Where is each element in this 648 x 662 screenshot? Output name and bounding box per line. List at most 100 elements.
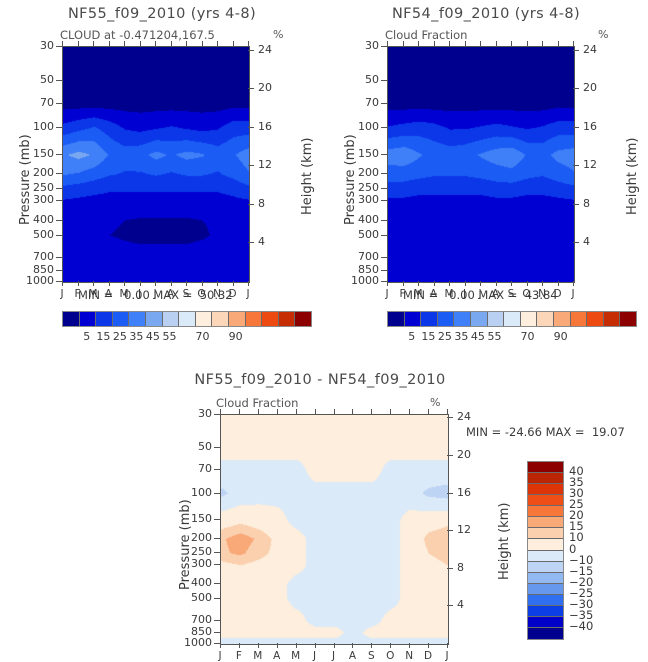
- month-tick-label: F: [74, 288, 81, 300]
- colorbar-swatch: [162, 312, 180, 326]
- pressure-tick-label: 100: [33, 119, 54, 133]
- month-tick-label: A: [104, 288, 113, 300]
- pressure-tick: [56, 102, 62, 104]
- colorbar-swatch: [528, 528, 563, 540]
- colorbar-swatch: [528, 583, 563, 595]
- month-tick: [390, 643, 392, 648]
- month-tick: [139, 281, 141, 286]
- month-tick: [387, 281, 388, 286]
- pressure-tick-label: 400: [191, 576, 212, 590]
- month-tick-label: J: [218, 650, 222, 662]
- pressure-tick: [56, 188, 62, 190]
- colorbar-swatch: [278, 312, 296, 326]
- month-tick-top: [387, 41, 388, 46]
- pressure-tick: [214, 492, 220, 494]
- pressure-tick-label: 400: [358, 212, 379, 226]
- colorbar-swatch: [528, 572, 563, 584]
- pressure-tick: [214, 643, 220, 644]
- colorbar-swatch: [528, 561, 563, 573]
- colorbar-tick-label: 70: [195, 330, 210, 343]
- pressure-tick: [56, 80, 62, 82]
- height-tick: [573, 88, 579, 90]
- month-tick-top: [333, 409, 335, 414]
- pressure-tick-label: 400: [33, 212, 54, 226]
- colorbar-swatch: [295, 312, 311, 326]
- month-tick: [333, 643, 335, 648]
- month-tick: [352, 643, 354, 648]
- panel-nf55-colorbar[interactable]: [62, 311, 312, 327]
- panel-diff-y2axis-title: Height (km): [497, 502, 512, 580]
- month-tick-label: D: [228, 288, 237, 300]
- colorbar-swatch: [487, 312, 505, 326]
- pressure-tick: [381, 219, 387, 221]
- month-tick-top: [232, 41, 234, 46]
- pressure-tick-label: 850: [33, 263, 54, 277]
- month-tick-top: [418, 41, 419, 46]
- colorbar-swatch: [570, 312, 588, 326]
- height-tick-label: 4: [457, 598, 464, 612]
- month-tick-top: [409, 409, 411, 414]
- colorbar-swatch: [245, 312, 263, 326]
- height-tick: [573, 242, 579, 244]
- pressure-tick-label: 1000: [184, 636, 212, 649]
- panel-nf54-colorbar[interactable]: [387, 311, 637, 327]
- month-tick: [217, 281, 218, 286]
- month-tick-top: [201, 41, 203, 46]
- pressure-tick-label: 50: [198, 440, 212, 454]
- month-tick: [220, 643, 221, 648]
- height-tick-label: 12: [457, 523, 471, 537]
- panel-diff-subtitle: Cloud Fraction: [216, 396, 299, 410]
- month-tick-label: N: [405, 650, 414, 662]
- pressure-tick: [214, 414, 220, 415]
- pressure-tick: [381, 270, 387, 272]
- pressure-tick-label: 250: [191, 545, 212, 559]
- colorbar-tick-label: −10: [569, 552, 594, 567]
- month-tick: [248, 281, 249, 286]
- month-tick-top: [402, 41, 404, 46]
- month-tick-label: J: [462, 288, 467, 300]
- colorbar-swatch: [528, 594, 563, 606]
- colorbar-swatch: [437, 312, 455, 326]
- month-tick-top: [371, 409, 373, 414]
- month-tick-top: [511, 41, 512, 46]
- pressure-tick: [214, 597, 220, 599]
- height-tick-label: 20: [258, 81, 272, 95]
- pressure-tick: [214, 519, 220, 521]
- month-tick-top: [77, 41, 79, 46]
- pressure-tick-label: 30: [40, 39, 54, 52]
- month-tick-top: [257, 409, 259, 414]
- month-tick-top: [573, 41, 574, 46]
- month-tick-label: A: [273, 650, 281, 662]
- month-tick-top: [238, 409, 240, 414]
- pressure-tick-label: 250: [33, 181, 54, 195]
- colorbar-tick-label: 45: [145, 330, 160, 343]
- height-tick: [447, 492, 453, 494]
- pressure-tick: [214, 632, 220, 634]
- pressure-tick: [214, 619, 220, 621]
- pressure-tick: [381, 200, 387, 202]
- month-tick-top: [124, 41, 125, 46]
- colorbar-swatch: [528, 627, 563, 639]
- pressure-tick-label: 300: [358, 193, 379, 207]
- colorbar-swatch: [528, 495, 563, 507]
- month-tick: [62, 281, 63, 286]
- month-tick: [480, 281, 481, 286]
- pressure-tick-label: 700: [358, 250, 379, 264]
- height-tick-label: 16: [258, 119, 272, 133]
- height-tick: [447, 417, 453, 419]
- colorbar-swatch: [528, 616, 563, 628]
- colorbar-tick-label: −25: [569, 585, 594, 600]
- panel-diff-colorbar[interactable]: [527, 461, 564, 640]
- pressure-tick: [214, 537, 220, 539]
- month-tick-label: J: [571, 288, 575, 300]
- month-tick: [418, 281, 419, 286]
- height-tick-label: 20: [583, 81, 597, 95]
- height-tick-label: 4: [258, 235, 265, 249]
- month-tick-label: S: [507, 288, 515, 300]
- month-tick-top: [449, 41, 450, 46]
- pressure-tick-label: 200: [191, 530, 212, 544]
- colorbar-tick-label: 55: [487, 330, 502, 343]
- colorbar-swatch: [79, 312, 97, 326]
- month-tick-top: [108, 41, 110, 46]
- month-tick-top: [352, 409, 354, 414]
